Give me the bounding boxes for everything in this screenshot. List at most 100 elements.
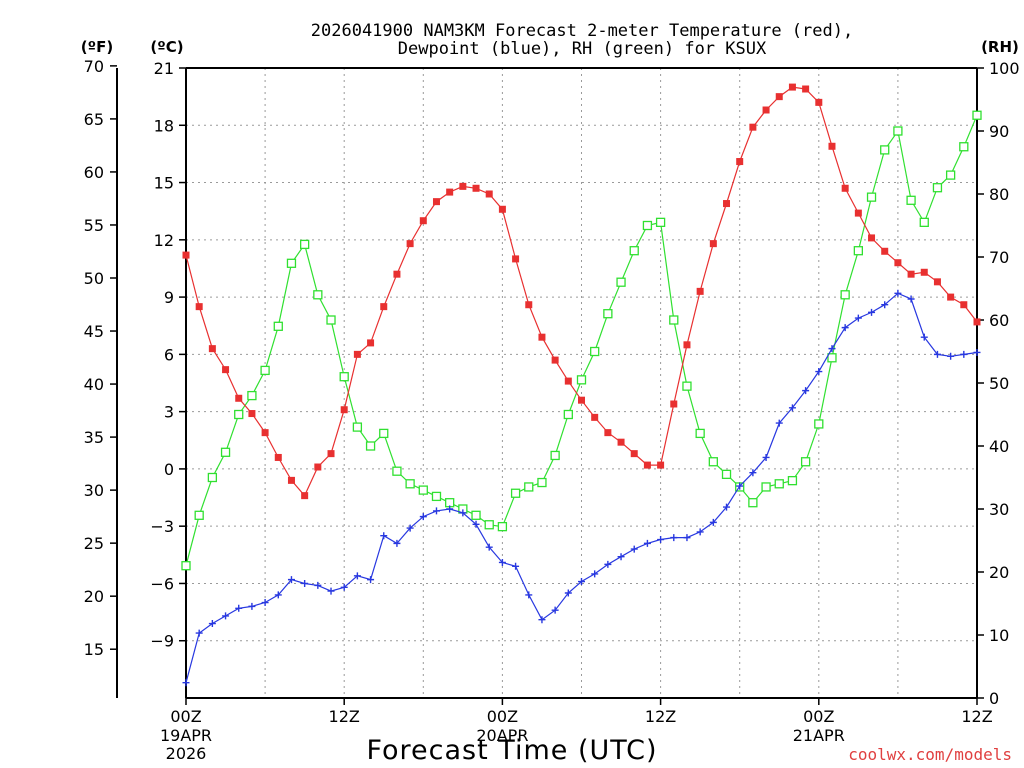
data-point [657,536,665,544]
time-tick-year: 2026 [166,744,207,763]
data-point [339,372,349,382]
data-point [578,396,585,404]
data-point [920,333,928,341]
dewpoint-series [182,289,981,687]
fahrenheit-tick-label: 60 [84,163,104,182]
data-point [393,270,401,278]
data-point [868,234,876,242]
data-point [815,368,823,376]
data-point [235,604,243,612]
data-point [919,217,929,228]
data-point [723,503,731,511]
data-point [933,350,941,358]
data-point [591,570,599,578]
data-point [182,251,190,259]
data-point [380,532,388,540]
data-point [959,142,969,152]
chart-title-line-2: Dewpoint (blue), RH (green) for KSUX [398,39,767,59]
data-point [208,345,216,353]
fahrenheit-tick-label: 30 [84,481,104,500]
data-point [655,217,666,228]
data-point [550,450,560,461]
celsius-tick-label: 18 [154,116,174,135]
data-point [880,145,890,155]
data-point [774,479,784,489]
data-point [564,377,572,385]
data-point [762,453,770,461]
celsius-tick-label: 21 [154,59,174,78]
rh-tick-label: 60 [989,311,1009,330]
fahrenheit-axis-unit: (ºF) [81,38,113,56]
data-point [748,498,758,508]
data-point [629,246,639,256]
data-point [314,463,322,471]
data-point [538,616,546,624]
data-point [459,509,467,517]
rh-tick-label: 30 [989,500,1009,519]
data-point [721,469,732,480]
data-point [591,413,599,421]
credit-text: coolwx.com/models [848,745,1012,764]
data-point [498,558,506,566]
data-point [207,472,218,483]
data-point [708,457,718,467]
data-point [907,295,915,303]
data-point [682,381,692,391]
data-point [235,394,243,402]
time-tick-label: 00Z [170,707,201,726]
data-point [603,309,613,319]
data-point [841,324,849,332]
time-tick-label: 12Z [329,707,360,726]
data-point [406,524,414,532]
time-tick-date: 19APR [160,726,212,745]
data-point [932,183,943,193]
data-point [683,341,691,349]
data-point [563,409,573,420]
data-point [485,543,493,551]
data-point [181,561,191,571]
data-point [630,450,638,458]
data-point [828,345,836,353]
axes [116,67,978,699]
data-point [894,289,902,297]
data-point [314,581,322,589]
fahrenheit-tick-label: 70 [84,57,104,76]
data-point [406,240,414,248]
data-point [446,505,454,513]
data-point [761,482,771,492]
rh-tick-label: 40 [989,437,1009,456]
data-point [287,476,295,484]
data-point [510,488,521,498]
celsius-tick-label: 15 [154,174,174,193]
temperature-series [182,83,981,500]
data-point [578,578,585,586]
time-tick-label: 00Z [803,707,834,726]
data-point [802,85,810,93]
fahrenheit-tick-label: 25 [84,534,104,553]
data-point [749,123,757,131]
data-point [933,278,941,286]
rh-tick-label: 0 [989,689,999,708]
celsius-tick-label: 0 [164,460,174,479]
time-tick-label: 12Z [961,707,992,726]
data-point [788,83,796,91]
data-point [497,521,508,532]
data-point [947,293,955,301]
data-point [222,366,230,374]
data-point [367,339,375,347]
data-point [907,270,915,278]
chart-title-line-1: 2026041900 NAM3KM Forecast 2-meter Tempe… [311,21,853,41]
data-point [881,247,889,255]
fahrenheit-tick-label: 20 [84,587,104,606]
data-point [525,591,533,599]
data-point [762,106,770,114]
data-point [695,428,705,439]
data-point [327,587,335,595]
rh-tick-label: 70 [989,248,1009,267]
fahrenheit-tick-label: 55 [84,216,104,235]
data-point [551,606,559,614]
data-point [669,315,679,325]
data-point [432,198,440,206]
fahrenheit-axis: 70 65 60 55 50 45 40 35 30 25 20 15 [84,57,117,659]
